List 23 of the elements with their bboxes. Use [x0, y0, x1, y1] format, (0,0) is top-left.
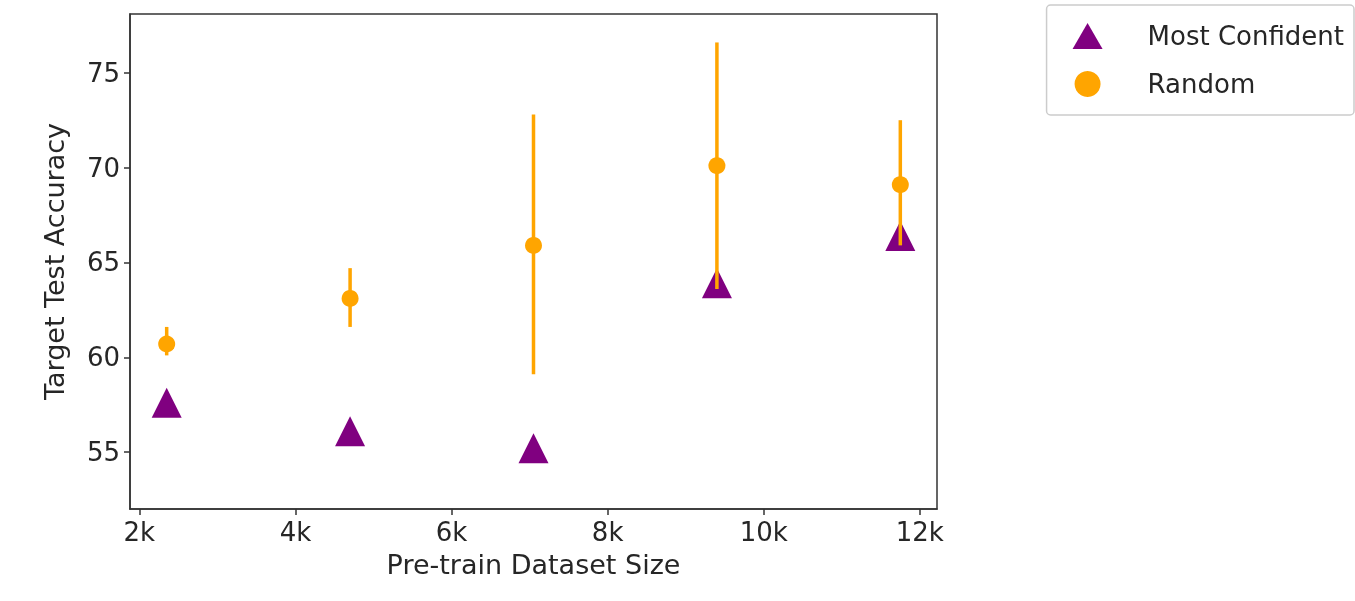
x-tick-label: 12k	[895, 517, 944, 547]
point	[525, 236, 542, 254]
point	[891, 176, 909, 194]
point	[341, 289, 359, 307]
y-tick-label: 55	[86, 437, 120, 468]
legend-label: Most Confident	[1147, 21, 1344, 51]
x-tick-label: 4k	[279, 517, 312, 547]
y-tick-label: 65	[86, 247, 120, 278]
point	[151, 387, 182, 418]
point	[708, 157, 726, 175]
y-tick-label: 60	[86, 342, 120, 373]
x-tick-label: 2k	[123, 517, 156, 547]
y-tick-label: 75	[86, 57, 120, 88]
y-axis-title: Target Test Accuracy	[39, 122, 70, 402]
point	[158, 335, 176, 353]
point	[518, 433, 549, 464]
x-tick-label: 6k	[435, 517, 468, 547]
y-tick-label: 70	[86, 152, 120, 183]
x-tick-label: 8k	[591, 517, 624, 547]
x-axis-title: Pre-train Dataset Size	[386, 549, 681, 580]
legend-label: Random	[1147, 69, 1256, 99]
point	[335, 416, 366, 447]
x-tick-label: 10k	[739, 517, 788, 547]
